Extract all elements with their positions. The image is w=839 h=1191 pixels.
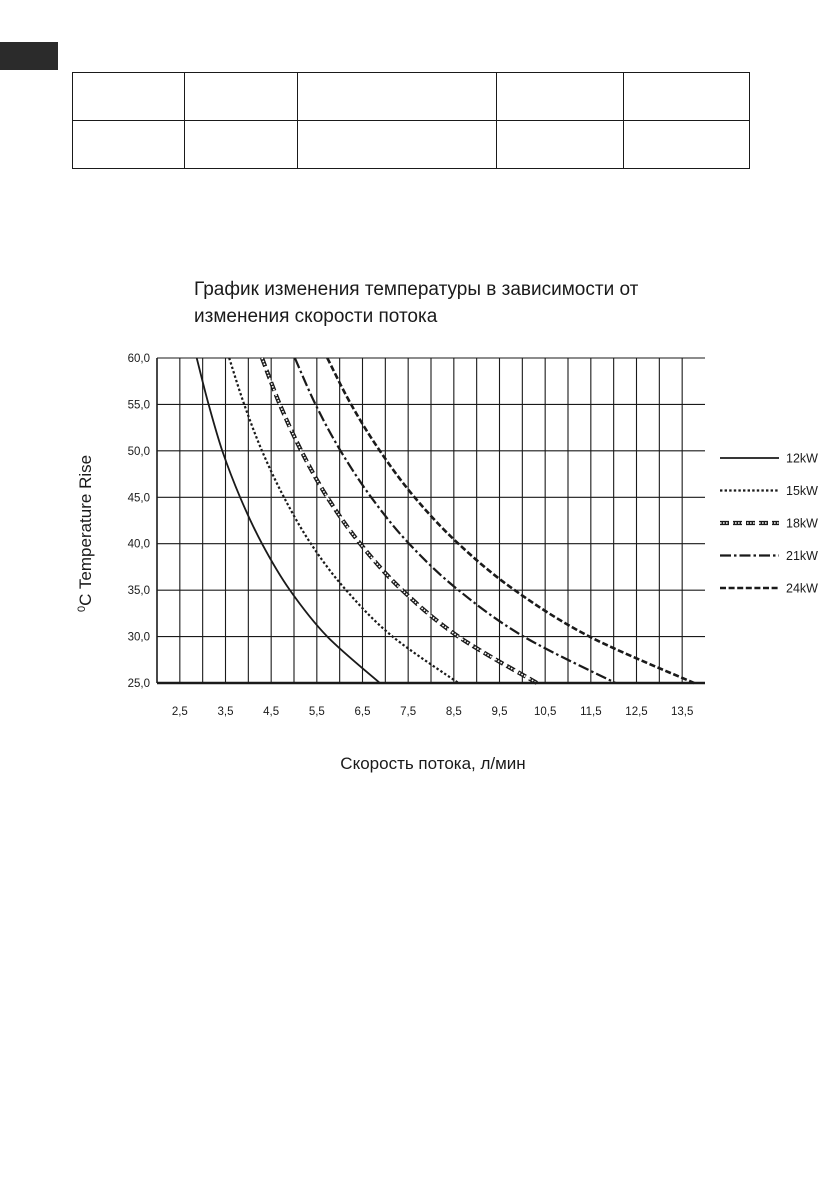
chart-title-line-1: График изменения температуры в зависимос…: [194, 279, 639, 300]
table-cell: [622, 72, 751, 121]
legend-item: 21kW: [720, 549, 818, 563]
chart-grid: [157, 357, 705, 683]
series-line-21kW: [293, 357, 616, 684]
legend-label: 18kW: [786, 517, 818, 531]
series-path: [260, 357, 538, 685]
table-cell: [184, 72, 298, 121]
x-tick-label: 2,5: [172, 706, 188, 718]
legend-item: 24kW: [720, 582, 818, 596]
chart-title-line-2: изменения скорости потока: [194, 306, 438, 327]
x-tick-label: 9,5: [492, 706, 508, 718]
x-tick-label: 12,5: [625, 706, 647, 718]
legend-item: 12kW: [720, 452, 818, 466]
y-tick-label: 35,0: [128, 585, 150, 597]
chart-title: График изменения температуры в зависимос…: [194, 276, 714, 330]
y-tick-label: 40,0: [128, 539, 150, 551]
series-path: [293, 357, 616, 684]
y-axis-label: Temperature Rise: [76, 455, 95, 589]
x-tick-label: 7,5: [400, 706, 416, 718]
series-line-24kW: [326, 357, 695, 685]
chart-legend: 12kW 15kW 18kW 21kW 24kW: [720, 452, 818, 596]
x-tick-label: 3,5: [218, 706, 234, 718]
y-axis-unit: 0C: [76, 594, 95, 612]
table-cell: [71, 72, 186, 121]
legend-label: 21kW: [786, 549, 818, 563]
legend-label: 24kW: [786, 582, 818, 596]
series-line-18kW: [260, 357, 538, 685]
table-cell: [496, 72, 624, 121]
x-tick-label: 5,5: [309, 706, 325, 718]
y-axis-unit-letter: C: [76, 594, 95, 606]
chart-series: [195, 357, 695, 685]
series-line-12kW: [195, 357, 381, 684]
legend-item: 15kW: [720, 484, 818, 498]
y-tick-label: 25,0: [128, 678, 150, 690]
header-table: [71, 72, 751, 169]
y-tick-label: 60,0: [128, 353, 150, 365]
y-tick-label: 45,0: [128, 492, 150, 504]
chart-axes: 2,5 3,5 4,5 5,5 6,5 7,5 8,5 9,5 10,5 11,5 12,5 13,5…: [128, 353, 705, 718]
table-row: [71, 72, 751, 121]
table-cell: [296, 72, 498, 121]
x-tick-label: 8,5: [446, 706, 462, 718]
series-path: [326, 357, 695, 685]
y-tick-label: 50,0: [128, 446, 150, 458]
series-line-15kW: [228, 357, 460, 684]
legend-item: 18kW: [720, 517, 818, 531]
table-cell: [184, 120, 298, 169]
x-tick-label: 11,5: [580, 706, 602, 718]
y-tick-label: 30,0: [128, 632, 150, 644]
table-cell: [296, 120, 498, 169]
x-tick-label: 10,5: [534, 706, 556, 718]
series-path: [228, 357, 460, 684]
y-tick-label: 55,0: [128, 399, 150, 411]
x-tick-label: 4,5: [263, 706, 279, 718]
page-corner-tab: [0, 42, 58, 70]
legend-label: 12kW: [786, 452, 818, 466]
table-cell: [71, 120, 186, 169]
x-tick-label: 13,5: [671, 706, 693, 718]
table-cell: [622, 120, 751, 169]
series-path: [261, 357, 538, 684]
legend-label: 15kW: [786, 484, 818, 498]
series-path: [195, 357, 381, 684]
x-tick-label: 6,5: [355, 706, 371, 718]
temperature-rise-chart: 2,5 3,5 4,5 5,5 6,5 7,5 8,5 9,5 10,5 11,5 12,5 13,5…: [76, 353, 818, 773]
table-cell: [496, 120, 624, 169]
y-axis-unit-superscript: 0: [76, 606, 88, 612]
table-row: [71, 120, 751, 169]
x-axis-label: Скорость потока, л/мин: [340, 754, 525, 773]
